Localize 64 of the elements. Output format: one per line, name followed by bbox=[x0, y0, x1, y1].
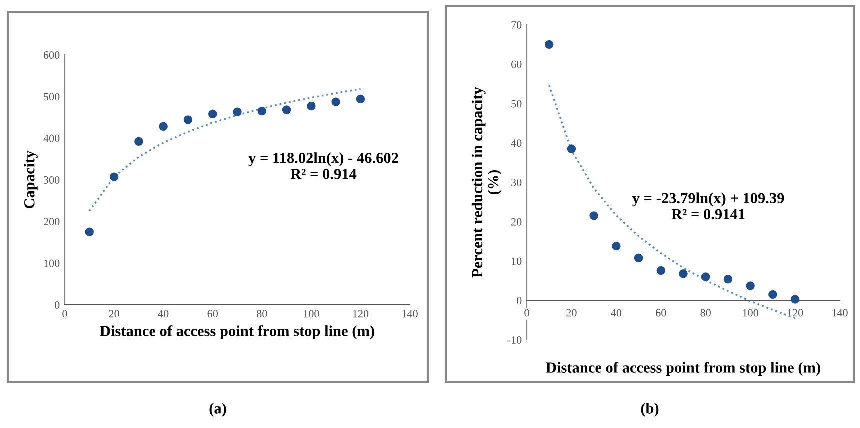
y-tick-label: 0 bbox=[55, 301, 60, 309]
x-tick-label: 100 bbox=[743, 309, 758, 317]
annotation: y = -23.79ln(x) + 109.39 R² = 0.9141 bbox=[632, 192, 784, 220]
point bbox=[544, 40, 554, 50]
text: (a) bbox=[210, 403, 226, 417]
point bbox=[307, 102, 316, 111]
y-tick-label: -10 bbox=[508, 336, 522, 344]
x-tick-label: 80 bbox=[257, 310, 268, 318]
x-tick-label: 40 bbox=[158, 310, 169, 318]
x-axis-title: Distance of access point from stop line (m) bbox=[100, 325, 374, 340]
x-tick-label: 60 bbox=[656, 309, 666, 317]
y-tick-label: 20 bbox=[512, 218, 522, 226]
point bbox=[184, 116, 193, 124]
x-tick-label: 140 bbox=[832, 309, 848, 317]
y-tick-label: 50 bbox=[512, 100, 522, 108]
y-axis-title: Capacity bbox=[24, 150, 38, 209]
point bbox=[746, 282, 755, 290]
annotation: y = 118.02ln(x) - 46.602 R² = 0.914 bbox=[248, 152, 398, 180]
y-tick-label: 600 bbox=[44, 51, 60, 59]
point bbox=[208, 110, 218, 119]
point bbox=[679, 269, 688, 278]
x-axis-title: Distance of access point from stop line (m) bbox=[546, 362, 820, 376]
x-tick-label: 100 bbox=[304, 310, 320, 318]
point bbox=[634, 254, 644, 262]
y-tick-label: 500 bbox=[44, 93, 60, 101]
x-tick-label: 0 bbox=[62, 310, 68, 318]
point bbox=[159, 122, 168, 132]
y-tick-label: 300 bbox=[44, 176, 60, 184]
point bbox=[233, 108, 242, 116]
point bbox=[258, 106, 267, 116]
x-tick-label: 80 bbox=[700, 309, 711, 317]
y-tick-label: 100 bbox=[44, 260, 60, 268]
point bbox=[590, 212, 598, 220]
y-tick-label: 70 bbox=[512, 21, 522, 29]
y-tick-label: 0 bbox=[517, 297, 522, 305]
x-tick-label: 20 bbox=[109, 310, 120, 318]
y-tick-label: 40 bbox=[511, 140, 522, 148]
y-tick-label: 60 bbox=[512, 60, 522, 68]
point bbox=[612, 242, 621, 251]
point bbox=[724, 274, 733, 284]
point bbox=[356, 94, 366, 104]
x-tick-label: 60 bbox=[208, 310, 218, 318]
x-tick-label: 140 bbox=[402, 310, 418, 318]
point bbox=[790, 295, 800, 304]
x-tick-label: 40 bbox=[611, 309, 622, 317]
point bbox=[332, 98, 340, 106]
y-tick-label: 30 bbox=[512, 178, 522, 186]
y-axis-title: Percent reduction in capacity (%) bbox=[472, 87, 502, 278]
x-tick-label: 120 bbox=[353, 310, 369, 318]
x-tick-label: 120 bbox=[788, 309, 804, 317]
y-tick-label: 10 bbox=[512, 258, 522, 266]
point bbox=[282, 106, 292, 114]
y-tick-label: 200 bbox=[44, 218, 60, 226]
point bbox=[110, 172, 119, 182]
point bbox=[768, 290, 778, 300]
point bbox=[701, 272, 710, 282]
point bbox=[656, 266, 666, 276]
point bbox=[134, 137, 144, 146]
y-tick-label: 400 bbox=[44, 134, 60, 142]
point bbox=[567, 144, 576, 154]
text: (b) bbox=[641, 403, 659, 417]
point bbox=[85, 228, 94, 236]
x-tick-label: 0 bbox=[524, 309, 530, 317]
x-tick-label: 20 bbox=[566, 309, 577, 317]
